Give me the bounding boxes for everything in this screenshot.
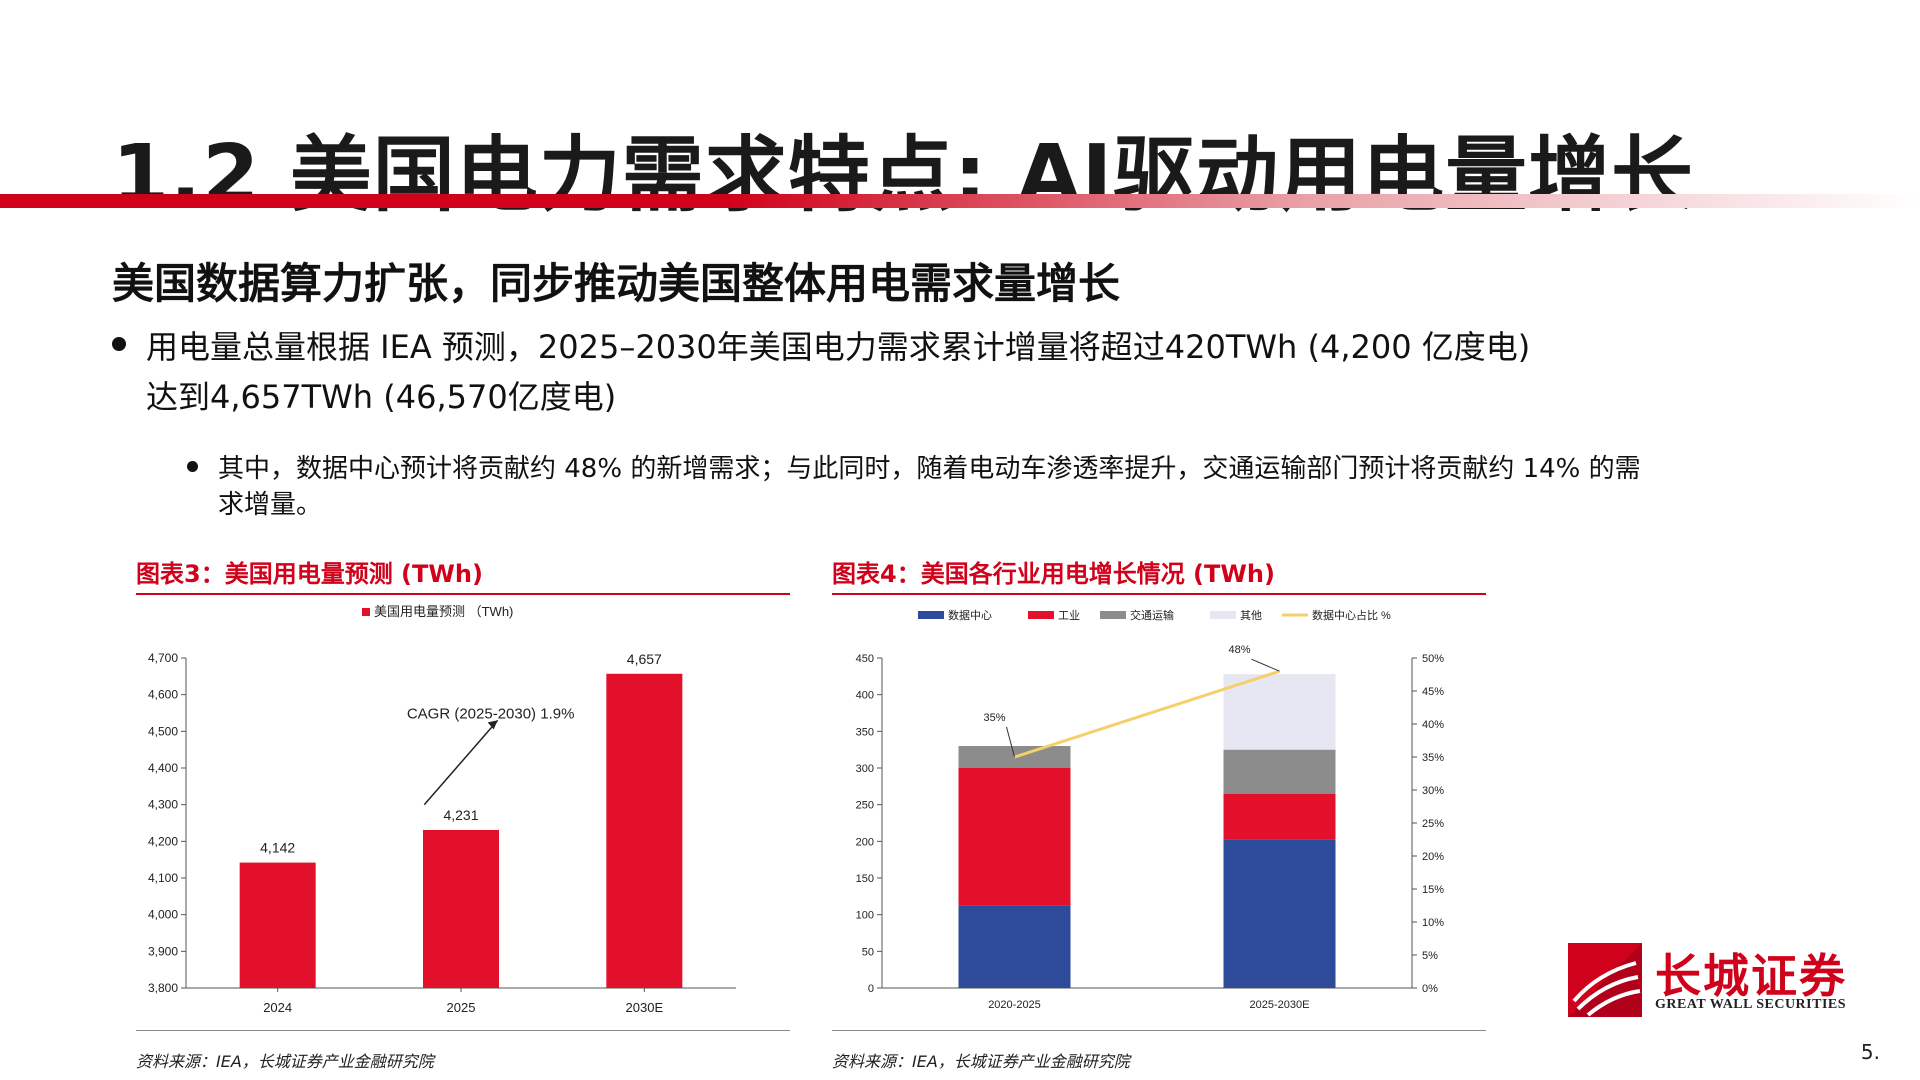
chart1-y-tick-label: 4,300 xyxy=(148,798,178,812)
chart2-y-tick-label: 200 xyxy=(856,836,874,848)
chart1-x-tick-label: 2024 xyxy=(263,1000,292,1015)
chart2-y2-tick-label: 15% xyxy=(1422,884,1444,896)
chart2-legend-label: 数据中心 xyxy=(948,608,992,622)
chart1-y-tick-label: 3,800 xyxy=(148,981,178,995)
chart2-legend-swatch xyxy=(1100,611,1126,619)
chart2-y-tick-label: 100 xyxy=(856,910,874,922)
chart2-y-tick-label: 0 xyxy=(868,983,874,995)
chart1-y-tick-label: 4,000 xyxy=(148,908,178,922)
chart2-bar-segment xyxy=(1223,674,1336,750)
figure4-source: 资料来源：IEA，长城证券产业金融研究院 xyxy=(832,1052,1130,1071)
chart2-legend-line-label: 数据中心占比 % xyxy=(1312,608,1391,622)
chart2-legend-swatch xyxy=(1028,611,1054,619)
chart2-legend-swatch xyxy=(918,611,944,619)
chart1-x-tick-label: 2025 xyxy=(447,1000,476,1015)
chart2-legend-label: 其他 xyxy=(1240,609,1262,622)
figure4-chart: 数据中心 工业 交通运输 其他 数据中心占比 % 0 50 100 150 200 250 300 3… xyxy=(856,608,1445,1011)
logo-mark xyxy=(1568,943,1642,1017)
chart2-legend-label: 交通运输 xyxy=(1130,608,1174,622)
chart2-bar-segment xyxy=(1223,839,1336,988)
sub-bullet-text-line2: 求增量。 xyxy=(218,490,323,520)
sub-bullet-text-line1: 其中，数据中心预计将贡献约 48% 的新增需求；与此同时，随着电动车渗透率提升，… xyxy=(218,454,1641,484)
chart2-y2-tick-label: 45% xyxy=(1422,686,1444,698)
chart2-line-label-leader xyxy=(1251,658,1280,672)
chart2-y2-tick-label: 5% xyxy=(1422,950,1438,962)
chart2-line-label: 35% xyxy=(983,712,1005,724)
bullet-text-line1: 用电量总量根据 IEA 预测，2025–2030年美国电力需求累计增量将超过42… xyxy=(146,328,1531,366)
chart2-y-tick-label: 250 xyxy=(856,800,874,812)
figure3-source: 资料来源：IEA，长城证券产业金融研究院 xyxy=(136,1052,434,1071)
great-wall-logo-icon xyxy=(1568,943,1642,1017)
figure3-chart: 美国用电量预测 （TWh) 3,800 3,900 4,000 4,100 4,200 4… xyxy=(148,604,736,1015)
page-number: 5. xyxy=(1860,1040,1880,1064)
chart1-y-tick-label: 4,700 xyxy=(148,651,178,665)
chart1-bar xyxy=(423,829,499,988)
chart1-annotation: CAGR (2025-2030) 1.9% xyxy=(407,706,575,723)
chart1-legend-swatch xyxy=(362,608,370,616)
chart2-y2-tick-label: 40% xyxy=(1422,719,1444,731)
logo-text-cn: 长城证券 xyxy=(1655,949,1847,1003)
sub-bullet-dot xyxy=(187,461,198,472)
section-subtitle: 美国数据算力扩张，同步推动美国整体用电需求量增长 xyxy=(112,259,1121,308)
chart1-x-tick-label: 2030E xyxy=(626,1000,664,1015)
chart2-legend-label: 工业 xyxy=(1058,609,1080,622)
chart2-bar-segment xyxy=(958,905,1071,988)
figure3-title: 图表3：美国用电量预测 (TWh) xyxy=(136,560,483,588)
chart2-y2-tick-label: 0% xyxy=(1422,983,1438,995)
chart2-y2-tick-label: 20% xyxy=(1422,851,1444,863)
figure4-rule xyxy=(832,593,1486,595)
figure4-bottom-rule xyxy=(832,1030,1486,1031)
chart1-y-tick-label: 4,200 xyxy=(148,834,178,848)
chart2-bar-segment xyxy=(1223,749,1336,794)
chart1-y-tick-label: 4,500 xyxy=(148,724,178,738)
chart1-y-tick-label: 3,900 xyxy=(148,944,178,958)
chart2-y2-tick-label: 50% xyxy=(1422,653,1444,665)
chart2-y2-tick-label: 35% xyxy=(1422,752,1444,764)
chart1-legend-label: 美国用电量预测 （TWh) xyxy=(374,604,513,619)
logo-text-en: GREAT WALL SECURITIES xyxy=(1655,997,1847,1012)
chart1-bar xyxy=(606,673,683,988)
chart1-bar xyxy=(239,862,316,988)
chart2-x-tick-label: 2020-2025 xyxy=(988,999,1041,1011)
chart2-line xyxy=(1014,669,1280,759)
bullet-dot xyxy=(112,337,126,351)
chart2-bar-segment xyxy=(958,768,1071,906)
chart2-y-tick-label: 350 xyxy=(856,726,874,738)
chart1-y-tick-label: 4,100 xyxy=(148,871,178,885)
chart2-x-tick-label: 2025-2030E xyxy=(1250,999,1310,1011)
chart1-bar-label: 4,142 xyxy=(260,840,295,856)
chart1-y-tick-label: 4,400 xyxy=(148,761,178,775)
chart2-y-tick-label: 150 xyxy=(856,873,874,885)
bullet-text-line2: 达到4,657TWh (46,570亿度电) xyxy=(146,378,617,416)
chart2-line-label: 48% xyxy=(1228,644,1250,656)
chart1-bar-label: 4,231 xyxy=(443,807,478,823)
chart2-y2-tick-label: 25% xyxy=(1422,818,1444,830)
figure3-rule xyxy=(136,593,790,595)
chart2-y2-tick-label: 30% xyxy=(1422,785,1444,797)
title-rule xyxy=(0,194,1920,208)
chart2-bar-segment xyxy=(1223,793,1336,840)
chart1-annotation-arrow xyxy=(423,719,499,806)
chart1-annotation-arrowhead xyxy=(487,720,498,730)
chart2-y2-tick-label: 10% xyxy=(1422,917,1444,929)
chart2-y-tick-label: 400 xyxy=(856,690,874,702)
chart1-bar-label: 4,657 xyxy=(627,651,662,667)
chart2-line-label-leader xyxy=(1006,726,1015,758)
chart2-y-tick-label: 50 xyxy=(862,946,874,958)
figure3-bottom-rule xyxy=(136,1030,790,1031)
chart2-legend-swatch xyxy=(1210,611,1236,619)
slide-title: 1.2 美国电力需求特点: AI驱动用电量增长 xyxy=(112,128,1695,223)
chart1-y-tick-label: 4,600 xyxy=(148,688,178,702)
chart2-y-tick-label: 300 xyxy=(856,763,874,775)
figure4-title: 图表4：美国各行业用电增长情况 (TWh) xyxy=(832,560,1275,588)
chart2-y-tick-label: 450 xyxy=(856,653,874,665)
